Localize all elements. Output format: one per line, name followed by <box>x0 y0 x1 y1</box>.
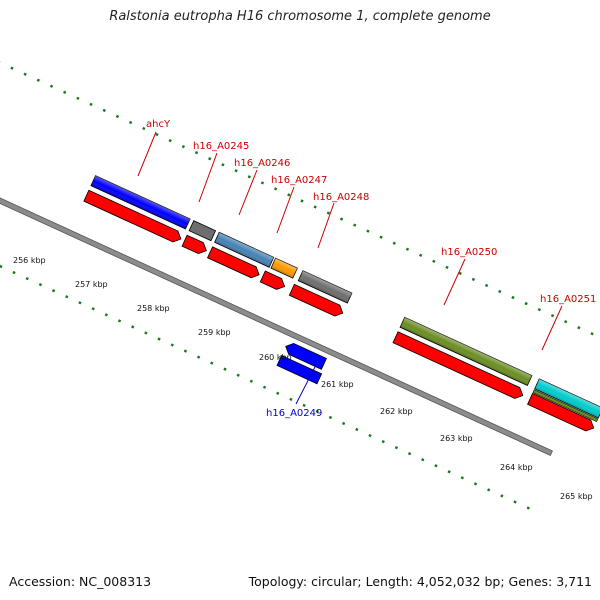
callout-h16-A0249 <box>295 364 317 405</box>
gene-h16-A0249[interactable] <box>283 341 327 370</box>
map-title: Ralstonia eutropha H16 chromosome 1, com… <box>109 9 491 24</box>
tick-label: 262 kbp <box>380 407 413 416</box>
tick-label: 263 kbp <box>440 434 473 443</box>
gene-h16-A0247[interactable] <box>270 257 298 279</box>
tick-label: 256 kbp <box>13 256 46 265</box>
callout-h16-A0245 <box>198 152 218 203</box>
tick-label: 261 kbp <box>321 380 354 389</box>
gene-h16-A0251-segment[interactable] <box>532 389 599 423</box>
gene-h16-A0250[interactable] <box>399 316 533 387</box>
gene-h16-A0245[interactable] <box>188 220 217 242</box>
backbone <box>0 150 553 456</box>
label-h16-A0246: h16_A0246 <box>234 158 290 169</box>
label-h16-A0251: h16_A0251 <box>540 294 596 305</box>
callout-h16-A0248 <box>317 202 335 249</box>
genome-summary-text: Topology: circular; Length: 4,052,032 bp… <box>248 574 592 589</box>
label-h16-A0250: h16_A0250 <box>441 247 497 258</box>
callout-h16-A0251 <box>541 305 563 351</box>
tick-label: 259 kbp <box>198 328 231 337</box>
tick-label: 260 kbp <box>259 353 292 362</box>
tick-label: 257 kbp <box>75 280 108 289</box>
label-h16-A0248: h16_A0248 <box>313 192 369 203</box>
label-h16-A0249: h16_A0249 <box>266 408 322 419</box>
tick-label: 264 kbp <box>500 463 533 472</box>
cds-h16-A0245[interactable] <box>181 234 209 256</box>
callout-ahcY <box>137 131 157 177</box>
cds-h16-A0250[interactable] <box>392 331 525 401</box>
cds-h16-A0247[interactable] <box>259 270 287 292</box>
cds-h16-A0246[interactable] <box>206 246 262 280</box>
tick-label: 258 kbp <box>137 304 170 313</box>
cds-ahcY[interactable] <box>83 189 184 244</box>
gene-h16-A0251[interactable] <box>534 378 600 419</box>
label-h16-A0245: h16_A0245 <box>193 141 249 152</box>
label-ahcY: ahcY <box>146 119 171 130</box>
gene-h16-A0246[interactable] <box>214 231 275 268</box>
callout-h16-A0247 <box>276 186 295 234</box>
cds-h16-A0248[interactable] <box>288 283 345 318</box>
accession-text: Accession: NC_008313 <box>9 574 152 589</box>
gene-ahcY[interactable] <box>90 175 191 230</box>
gene-h16-A0248[interactable] <box>297 270 353 304</box>
label-h16-A0247: h16_A0247 <box>271 175 327 186</box>
cds-h16-A0251[interactable] <box>527 392 597 433</box>
tick-label: 265 kbp <box>560 492 593 501</box>
callout-h16-A0246 <box>238 169 258 216</box>
callout-h16-A0250 <box>443 258 466 306</box>
